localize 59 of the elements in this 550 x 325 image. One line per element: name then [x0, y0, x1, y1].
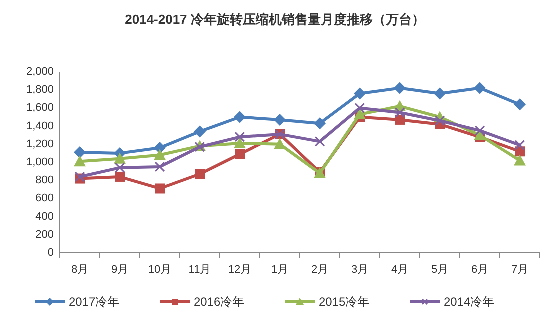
point [155, 184, 165, 194]
point [435, 116, 445, 126]
legend-label: 2017冷年 [69, 295, 120, 309]
x-tick-label: 4月 [391, 264, 409, 276]
point [515, 140, 525, 150]
y-tick-label: 200 [36, 228, 54, 241]
point [74, 146, 86, 159]
point [74, 156, 86, 167]
y-tick-label: 1,400 [26, 120, 54, 132]
point [235, 149, 245, 160]
point [235, 132, 245, 142]
y-tick-label: 1,600 [26, 102, 54, 114]
point [195, 169, 205, 180]
x-tick-label: 12月 [228, 264, 252, 276]
x-tick-label: 11月 [188, 264, 212, 276]
legend-label: 2015冷年 [319, 295, 370, 309]
point [394, 82, 406, 94]
point [355, 103, 365, 114]
x-tick-label: 9月 [111, 264, 129, 276]
point [434, 88, 446, 100]
point [475, 126, 485, 136]
point [474, 82, 486, 94]
y-tick-label: 800 [36, 174, 54, 187]
y-tick-label: 0 [48, 247, 54, 259]
x-tick-label: 2月 [311, 264, 329, 276]
point [395, 114, 405, 125]
point [274, 114, 286, 126]
y-tick-label: 400 [36, 210, 54, 223]
y-tick-label: 1,200 [26, 138, 54, 150]
point [315, 136, 325, 147]
point [115, 172, 125, 182]
point [354, 108, 366, 120]
point [514, 98, 526, 111]
point [154, 149, 166, 160]
point [194, 126, 206, 138]
chart-title: 2014-2017 冷年旋转压缩机销售量月度推移（万台） [125, 12, 425, 27]
legend-label: 2016冷年 [194, 295, 245, 309]
x-tick-label: 8月 [71, 264, 89, 276]
point [115, 162, 125, 173]
y-tick-label: 1,800 [26, 84, 54, 96]
x-tick-label: 1月 [271, 264, 289, 276]
legend-label: 2014冷年 [444, 295, 495, 309]
x-tick-label: 6月 [471, 264, 489, 276]
y-tick-label: 2,000 [26, 66, 54, 78]
point [314, 118, 326, 130]
y-tick-label: 600 [36, 192, 54, 205]
x-tick-label: 7月 [511, 264, 529, 276]
point [395, 108, 405, 118]
point [234, 111, 246, 124]
x-tick-label: 5月 [431, 264, 449, 276]
point [354, 88, 366, 100]
point [155, 162, 165, 172]
x-tick-label: 3月 [351, 264, 369, 276]
x-tick-label: 10月 [148, 264, 172, 276]
y-tick-label: 1,000 [26, 156, 54, 168]
point [274, 138, 286, 150]
point [514, 154, 526, 166]
point [234, 137, 246, 148]
point [114, 152, 126, 164]
